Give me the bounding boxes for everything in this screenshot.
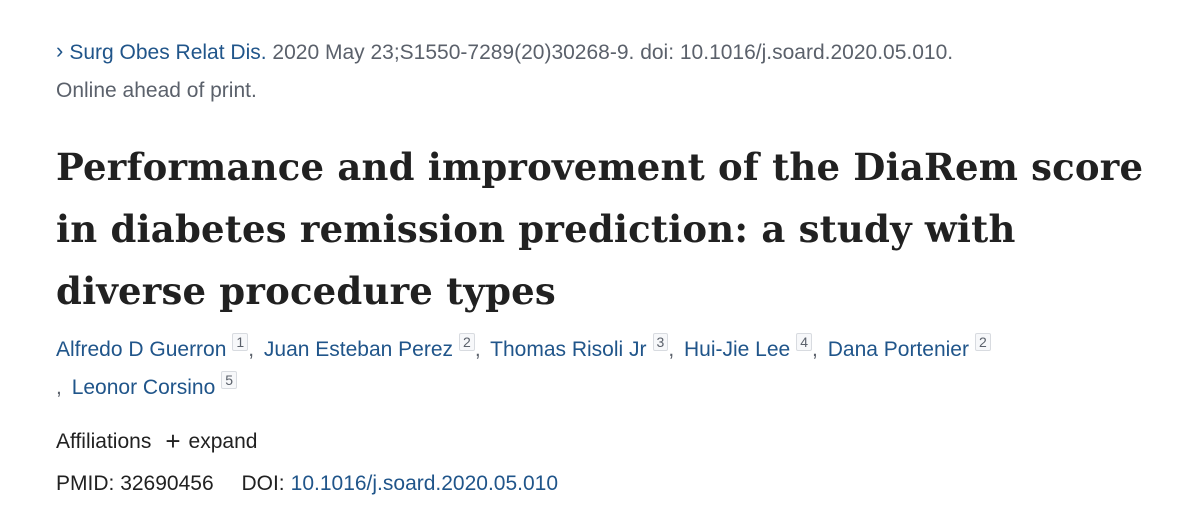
affiliation-ref[interactable]: 4 xyxy=(796,333,813,351)
author-separator: , xyxy=(56,376,62,399)
identifiers-row: PMID: 32690456 DOI: 10.1016/j.soard.2020.… xyxy=(56,465,558,503)
chevron-right-icon: › xyxy=(56,38,64,63)
author-item: Leonor Corsino 5 xyxy=(71,371,238,399)
affiliations-label: Affiliations xyxy=(56,430,152,453)
affiliation-ref[interactable]: 5 xyxy=(221,371,238,389)
author-link[interactable]: Hui-Jie Lee xyxy=(684,338,791,361)
expand-label: expand xyxy=(188,430,258,453)
authors-list: Alfredo D Guerron 1, Juan Esteban Perez 2,… xyxy=(56,331,1166,407)
publication-status: Online ahead of print. xyxy=(56,79,257,102)
affiliation-ref[interactable]: 2 xyxy=(974,333,991,351)
author-link[interactable]: Alfredo D Guerron xyxy=(56,338,227,361)
journal-link[interactable]: Surg Obes Relat Dis. xyxy=(69,41,267,64)
author-item: Thomas Risoli Jr 3 xyxy=(490,333,669,361)
author-separator: , xyxy=(474,338,481,361)
affiliations-row: Affiliations + expand xyxy=(56,423,257,461)
author-link[interactable]: Leonor Corsino xyxy=(71,376,216,399)
author-item: Juan Esteban Perez 2 xyxy=(263,333,475,361)
doi-label: DOI: xyxy=(241,472,285,495)
article-title: Performance and improvement of the DiaRe… xyxy=(56,145,1144,313)
author-link[interactable]: Juan Esteban Perez xyxy=(263,338,454,361)
author-link[interactable]: Thomas Risoli Jr xyxy=(490,338,647,361)
affiliation-ref[interactable]: 2 xyxy=(459,333,475,351)
author-link[interactable]: Dana Portenier xyxy=(827,338,969,361)
pmid-label: PMID: xyxy=(56,472,115,495)
citation: › Surg Obes Relat Dis. 2020 May 23;S1550-… xyxy=(56,33,1176,110)
author-separator: , xyxy=(812,338,818,361)
author-item: Dana Portenier 2 xyxy=(827,333,991,361)
doi-link[interactable]: 10.1016/j.soard.2020.05.010 xyxy=(290,472,559,495)
citation-details: 2020 May 23;S1550-7289(20)30268-9. doi: … xyxy=(272,41,954,64)
author-item: Alfredo D Guerron 1 xyxy=(56,333,249,361)
author-separator: , xyxy=(668,338,675,361)
author-item: Hui-Jie Lee 4 xyxy=(684,333,813,361)
affiliations-expand-button[interactable]: + expand xyxy=(165,426,258,456)
plus-icon: + xyxy=(165,426,181,456)
affiliation-ref[interactable]: 3 xyxy=(652,333,669,351)
author-separator: , xyxy=(248,338,255,361)
affiliation-ref[interactable]: 1 xyxy=(232,333,249,351)
pmid-value: 32690456 xyxy=(120,472,214,495)
